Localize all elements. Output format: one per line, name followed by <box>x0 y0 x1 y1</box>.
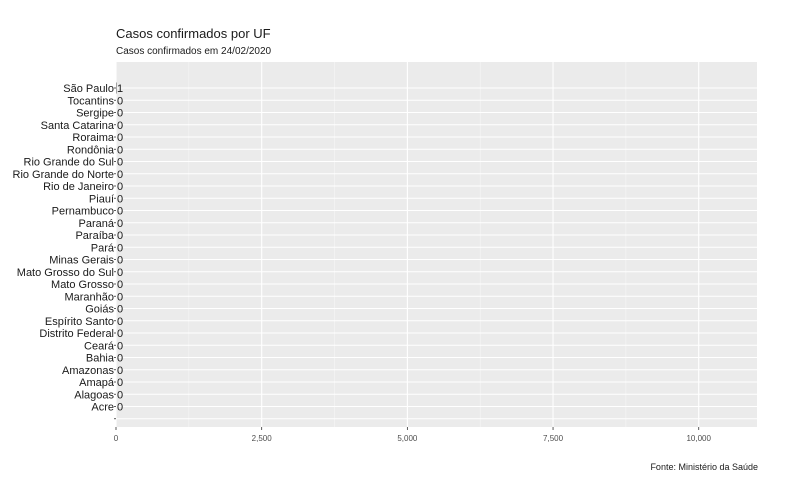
bars <box>116 82 117 94</box>
category-label: São Paulo <box>63 83 114 95</box>
data-label: 0 <box>117 353 123 365</box>
data-label: 0 <box>117 402 123 414</box>
category-label: Bahia <box>86 353 115 365</box>
data-label: 0 <box>117 218 123 230</box>
category-label: Tocantins <box>68 95 115 107</box>
category-label: Ceará <box>84 340 115 352</box>
bar <box>116 82 117 94</box>
x-tick-label: 10,000 <box>686 434 711 443</box>
data-label: 0 <box>117 169 123 181</box>
data-label: 0 <box>117 328 123 340</box>
chart-subtitle: Casos confirmados em 24/02/2020 <box>116 46 272 57</box>
data-label: 0 <box>117 181 123 193</box>
category-label: Rondônia <box>67 144 115 156</box>
data-label: 0 <box>117 316 123 328</box>
data-label: 0 <box>117 255 123 267</box>
x-tick-label: 2,500 <box>252 434 273 443</box>
category-label: Alagoas <box>74 389 114 401</box>
data-label: 0 <box>117 157 123 169</box>
category-label: Rio Grande do Norte <box>13 169 115 181</box>
category-label: Minas Gerais <box>49 255 114 267</box>
data-label: 0 <box>117 108 123 120</box>
data-label: 0 <box>117 206 123 218</box>
data-label: 0 <box>117 267 123 279</box>
data-label: 0 <box>117 242 123 254</box>
category-label: Distrito Federal <box>39 328 114 340</box>
category-label: Paraíba <box>75 230 114 242</box>
category-label: Piauí <box>89 193 114 205</box>
category-label: Rio de Janeiro <box>43 181 114 193</box>
category-label: Pernambuco <box>52 206 114 218</box>
data-label: 0 <box>117 304 123 316</box>
category-label: Paraná <box>79 218 115 230</box>
data-label: 0 <box>117 340 123 352</box>
category-label: Mato Grosso do Sul <box>17 267 114 279</box>
data-label: 0 <box>117 95 123 107</box>
data-label: 0 <box>117 193 123 205</box>
data-label: 0 <box>117 389 123 401</box>
x-tick-label: 7,500 <box>543 434 564 443</box>
data-label: 0 <box>117 377 123 389</box>
data-label: 0 <box>117 132 123 144</box>
chart-caption: Fonte: Ministério da Saúde <box>650 462 758 472</box>
category-label: Sergipe <box>76 108 114 120</box>
data-label: 0 <box>117 230 123 242</box>
data-label: 0 <box>117 279 123 291</box>
data-label: 0 <box>117 291 123 303</box>
category-label: Goiás <box>85 304 114 316</box>
category-label: Rio Grande do Sul <box>24 157 115 169</box>
category-label: Roraima <box>72 132 114 144</box>
category-label: Acre <box>91 402 114 414</box>
grid-lines <box>115 62 757 427</box>
category-label: Mato Grosso <box>51 279 114 291</box>
chart-title: Casos confirmados por UF <box>116 26 271 41</box>
x-tick-label: 0 <box>114 434 119 443</box>
x-axis-ticks: 0 2,500 5,000 7,500 10,000 <box>114 427 712 443</box>
plot-panel <box>116 62 757 427</box>
category-label: Amapá <box>79 377 115 389</box>
data-label: 0 <box>117 120 123 132</box>
category-label: Amazonas <box>62 365 114 377</box>
data-label: 1 <box>117 83 123 95</box>
category-label: Pará <box>91 242 115 254</box>
x-tick-label: 5,000 <box>397 434 418 443</box>
data-label: 0 <box>117 144 123 156</box>
category-label: Santa Catarina <box>41 120 115 132</box>
data-label: 0 <box>117 365 123 377</box>
category-label: Maranhão <box>64 291 114 303</box>
category-label: Espírito Santo <box>45 316 114 328</box>
